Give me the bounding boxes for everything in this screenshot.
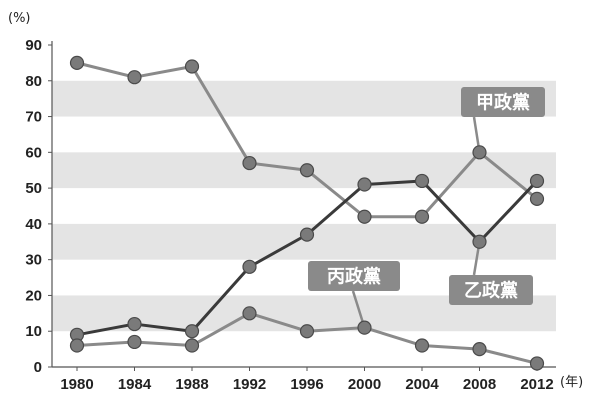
y-tick-label: 50 xyxy=(25,180,42,197)
y-tick-label: 20 xyxy=(25,287,42,304)
y-tick-label: 30 xyxy=(25,252,42,269)
x-tick-labels: 1980 1984 1988 1992 1996 2000 2004 2008 2012 xyxy=(60,367,554,393)
x-tick-label: 1996 xyxy=(290,376,323,393)
data-point xyxy=(529,191,545,206)
data-point xyxy=(299,324,315,339)
x-tick-label: 2012 xyxy=(520,376,553,393)
callout-box xyxy=(449,275,533,305)
data-point xyxy=(414,338,430,353)
y-tick-label: 0 xyxy=(34,359,42,376)
data-point xyxy=(357,209,372,224)
x-unit-label: (年) xyxy=(560,375,583,390)
x-tick-label: 1992 xyxy=(233,376,266,393)
data-point xyxy=(127,316,142,332)
data-point xyxy=(472,234,487,249)
y-tick-label: 70 xyxy=(25,109,42,126)
x-tick-label: 1984 xyxy=(118,376,152,393)
data-point xyxy=(127,334,142,350)
data-point xyxy=(472,342,487,357)
x-tick-label: 1980 xyxy=(60,376,93,393)
callout-box xyxy=(461,87,545,117)
data-point xyxy=(357,177,372,192)
callout-box xyxy=(308,261,400,291)
x-tick-label: 2008 xyxy=(463,376,496,393)
x-tick-label: 2004 xyxy=(405,376,439,393)
y-tick-label: 90 xyxy=(25,37,42,54)
data-point xyxy=(184,338,200,353)
data-point xyxy=(529,356,545,371)
y-unit-label: (%) xyxy=(8,11,31,26)
data-point xyxy=(69,338,85,353)
y-tick-label: 80 xyxy=(25,73,42,90)
y-tick-label: 60 xyxy=(25,144,42,161)
y-tick-labels: 0 10 20 30 40 50 60 70 80 90 xyxy=(25,37,52,376)
callout-label: 丙政黨 xyxy=(327,266,381,288)
data-point xyxy=(414,173,430,189)
data-point xyxy=(184,324,200,339)
data-point xyxy=(299,163,315,178)
series-points xyxy=(69,55,545,371)
axes xyxy=(51,41,556,368)
data-point xyxy=(242,155,257,171)
callout-label: 甲政黨 xyxy=(476,92,530,114)
data-point xyxy=(242,259,257,274)
data-point xyxy=(529,173,545,189)
data-point xyxy=(242,306,257,321)
x-tick-label: 1988 xyxy=(175,376,208,393)
data-point xyxy=(357,320,372,335)
data-point xyxy=(69,55,85,70)
callout-label: 乙政黨 xyxy=(464,280,518,302)
y-tick-label: 10 xyxy=(25,323,42,340)
x-tick-label: 2000 xyxy=(348,376,381,393)
data-point xyxy=(414,209,430,224)
data-point xyxy=(472,145,487,160)
y-tick-label: 40 xyxy=(25,216,42,233)
data-point xyxy=(299,227,315,242)
data-point xyxy=(127,70,142,85)
data-point xyxy=(184,59,200,74)
